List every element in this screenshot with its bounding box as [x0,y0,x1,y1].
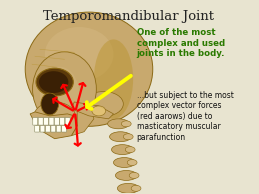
Ellipse shape [127,159,137,165]
FancyBboxPatch shape [46,126,50,132]
FancyBboxPatch shape [51,126,56,132]
Ellipse shape [45,27,113,82]
Ellipse shape [116,171,137,180]
Ellipse shape [25,12,153,126]
FancyBboxPatch shape [40,126,45,132]
Ellipse shape [84,92,123,116]
Ellipse shape [92,106,106,116]
Polygon shape [30,112,77,139]
FancyBboxPatch shape [60,118,65,125]
Ellipse shape [41,93,59,115]
Ellipse shape [129,172,139,178]
Ellipse shape [39,71,68,93]
FancyBboxPatch shape [49,118,54,125]
FancyBboxPatch shape [65,118,70,125]
Ellipse shape [33,52,96,126]
Ellipse shape [112,145,133,155]
Ellipse shape [121,121,131,127]
FancyBboxPatch shape [56,126,61,132]
FancyBboxPatch shape [44,118,49,125]
Ellipse shape [123,134,133,140]
Ellipse shape [110,132,131,142]
Ellipse shape [117,183,139,193]
Ellipse shape [94,39,133,119]
Polygon shape [71,102,113,119]
Ellipse shape [40,67,79,121]
Text: Temporomandibular Joint: Temporomandibular Joint [43,10,214,23]
Ellipse shape [108,119,129,129]
FancyBboxPatch shape [54,118,59,125]
Text: ...but subject to the most
complex vector forces
(red aarows) due to
masticatory: ...but subject to the most complex vecto… [137,91,234,142]
Ellipse shape [34,102,75,130]
FancyBboxPatch shape [33,118,38,125]
Ellipse shape [36,68,73,96]
Polygon shape [71,106,94,136]
Text: One of the most
complex and used
joints in the body.: One of the most complex and used joints … [137,28,225,58]
FancyBboxPatch shape [62,126,66,132]
FancyBboxPatch shape [35,126,39,132]
Ellipse shape [113,158,135,167]
Ellipse shape [125,147,135,153]
FancyBboxPatch shape [38,118,43,125]
Ellipse shape [131,185,141,191]
